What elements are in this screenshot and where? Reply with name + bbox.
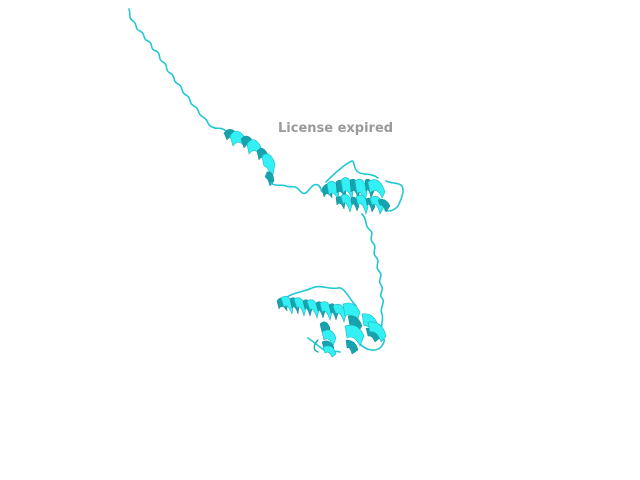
linker-coil-2 <box>361 213 385 333</box>
helix-bundle-domain-3 <box>276 285 387 358</box>
helix-segment-1 <box>223 129 276 187</box>
helix-bundle-domain-2 <box>321 160 404 216</box>
linker-coil-1 <box>270 182 326 195</box>
n-terminal-coil <box>128 8 237 136</box>
